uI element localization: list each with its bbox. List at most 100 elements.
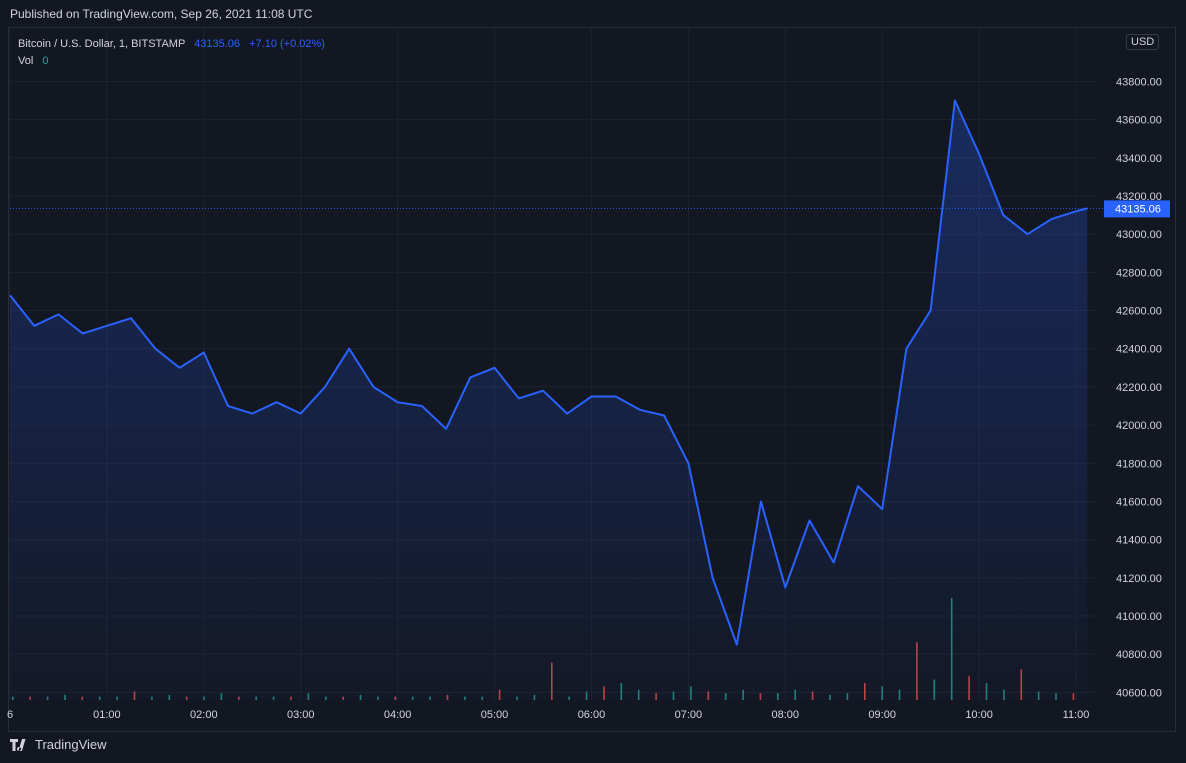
volume-bar (759, 693, 762, 700)
volume-bar (359, 694, 362, 700)
currency-badge[interactable]: USD (1126, 34, 1160, 50)
volume-bar (568, 696, 570, 700)
x-tick-label: 08:00 (772, 709, 800, 721)
y-tick-label: 41400.00 (1116, 535, 1162, 547)
volume-bar (238, 696, 240, 700)
price-area (10, 100, 1088, 700)
volume-bar (325, 696, 327, 700)
volume-bar (116, 696, 118, 700)
volume-bar (498, 689, 501, 700)
volume-bar (881, 686, 883, 700)
volume-bar (516, 696, 518, 700)
volume-bar (307, 693, 310, 700)
last-price-box (1104, 200, 1170, 218)
volume-bar (1072, 693, 1075, 700)
volume-bar (394, 696, 397, 700)
y-tick-label: 43400.00 (1116, 153, 1162, 165)
volume-bar (272, 696, 275, 700)
volume-bar (655, 693, 657, 700)
volume-bar (377, 696, 379, 700)
volume-bar (846, 693, 849, 700)
price-line (9, 99, 1088, 646)
volume-bar (168, 694, 171, 700)
volume-bar (585, 691, 588, 700)
volume-bar (811, 691, 814, 700)
volume-bar (220, 693, 223, 700)
y-tick-label: 43200.00 (1116, 191, 1162, 203)
volume-bar (12, 696, 14, 700)
symbol-title[interactable]: Bitcoin / U.S. Dollar, 1, BITSTAMP (18, 38, 186, 50)
volume-bar (1037, 691, 1040, 700)
volume-bar (1055, 693, 1057, 700)
y-tick-label: 43000.00 (1116, 229, 1162, 241)
volume-bar (777, 693, 779, 700)
volume-bar (968, 676, 970, 700)
volume-bar (1003, 689, 1005, 700)
volume-bar (898, 689, 901, 700)
x-tick-label: 02:00 (190, 709, 218, 721)
volume-bar (533, 694, 536, 700)
x-tick-label: 10:00 (965, 709, 993, 721)
y-tick-label: 42200.00 (1116, 382, 1162, 394)
legend-price: 43135.06 (194, 38, 241, 50)
legend-change: +7.10 (+0.02%) (249, 38, 325, 50)
volume-bar (255, 696, 257, 700)
y-tick-label: 43800.00 (1116, 76, 1162, 88)
volume-bar (864, 683, 866, 700)
volume-bar (342, 696, 344, 700)
y-tick-label: 42600.00 (1116, 306, 1162, 318)
y-tick-label: 42400.00 (1116, 344, 1162, 356)
x-tick-label: 06:00 (578, 709, 606, 721)
volume-bar (985, 683, 988, 700)
volume-bar (290, 696, 292, 700)
volume-bar (707, 691, 710, 700)
y-tick-label: 41200.00 (1116, 573, 1162, 585)
brand-label: TradingView (35, 737, 107, 752)
publish-header: Published on TradingView.com, Sep 26, 20… (10, 7, 313, 21)
volume-bar (185, 696, 188, 700)
volume-bar (950, 598, 953, 700)
x-tick-label: 01:00 (93, 709, 121, 721)
volume-bar (481, 696, 484, 700)
chart-frame[interactable] (8, 27, 1176, 732)
volume-bar (151, 696, 153, 700)
volume-bar (46, 696, 49, 700)
volume-bar (829, 694, 831, 700)
volume-bar (446, 694, 449, 700)
x-tick-label: 03:00 (287, 709, 315, 721)
x-tick-label: 09:00 (868, 709, 896, 721)
volume-bar (29, 696, 31, 700)
y-tick-label: 41000.00 (1116, 611, 1162, 623)
x-tick-label: 07:00 (675, 709, 703, 721)
volume-bar (551, 662, 553, 700)
volume-label[interactable]: Vol (18, 55, 34, 67)
y-tick-label: 40600.00 (1116, 687, 1162, 699)
volume-bar (724, 693, 727, 700)
volume-bar (81, 696, 84, 700)
volume-bar (916, 642, 918, 700)
y-tick-label: 40800.00 (1116, 649, 1162, 661)
volume-bar (603, 686, 605, 700)
volume-bar (933, 679, 936, 700)
volume-bar (133, 691, 136, 700)
x-tick-label: 05:00 (481, 709, 509, 721)
volume-bar (429, 696, 431, 700)
y-tick-label: 42800.00 (1116, 267, 1162, 279)
volume-bar (98, 696, 101, 700)
y-tick-label: 41800.00 (1116, 458, 1162, 470)
x-tick-label: 11:00 (1063, 709, 1090, 721)
volume-value: 0 (42, 55, 49, 67)
x-tick-label: 6 (7, 709, 13, 721)
volume-bar (411, 696, 414, 700)
volume-bar (620, 683, 623, 700)
tradingview-brand[interactable]: TradingView (10, 737, 107, 752)
volume-bar (742, 689, 744, 700)
y-tick-label: 43600.00 (1116, 115, 1162, 127)
volume-bar (690, 686, 692, 700)
y-tick-label: 41600.00 (1116, 496, 1162, 508)
volume-bar (464, 696, 466, 700)
volume-bar (637, 689, 640, 700)
last-price-label: 43135.06 (1115, 203, 1161, 215)
volume-bar (203, 696, 205, 700)
